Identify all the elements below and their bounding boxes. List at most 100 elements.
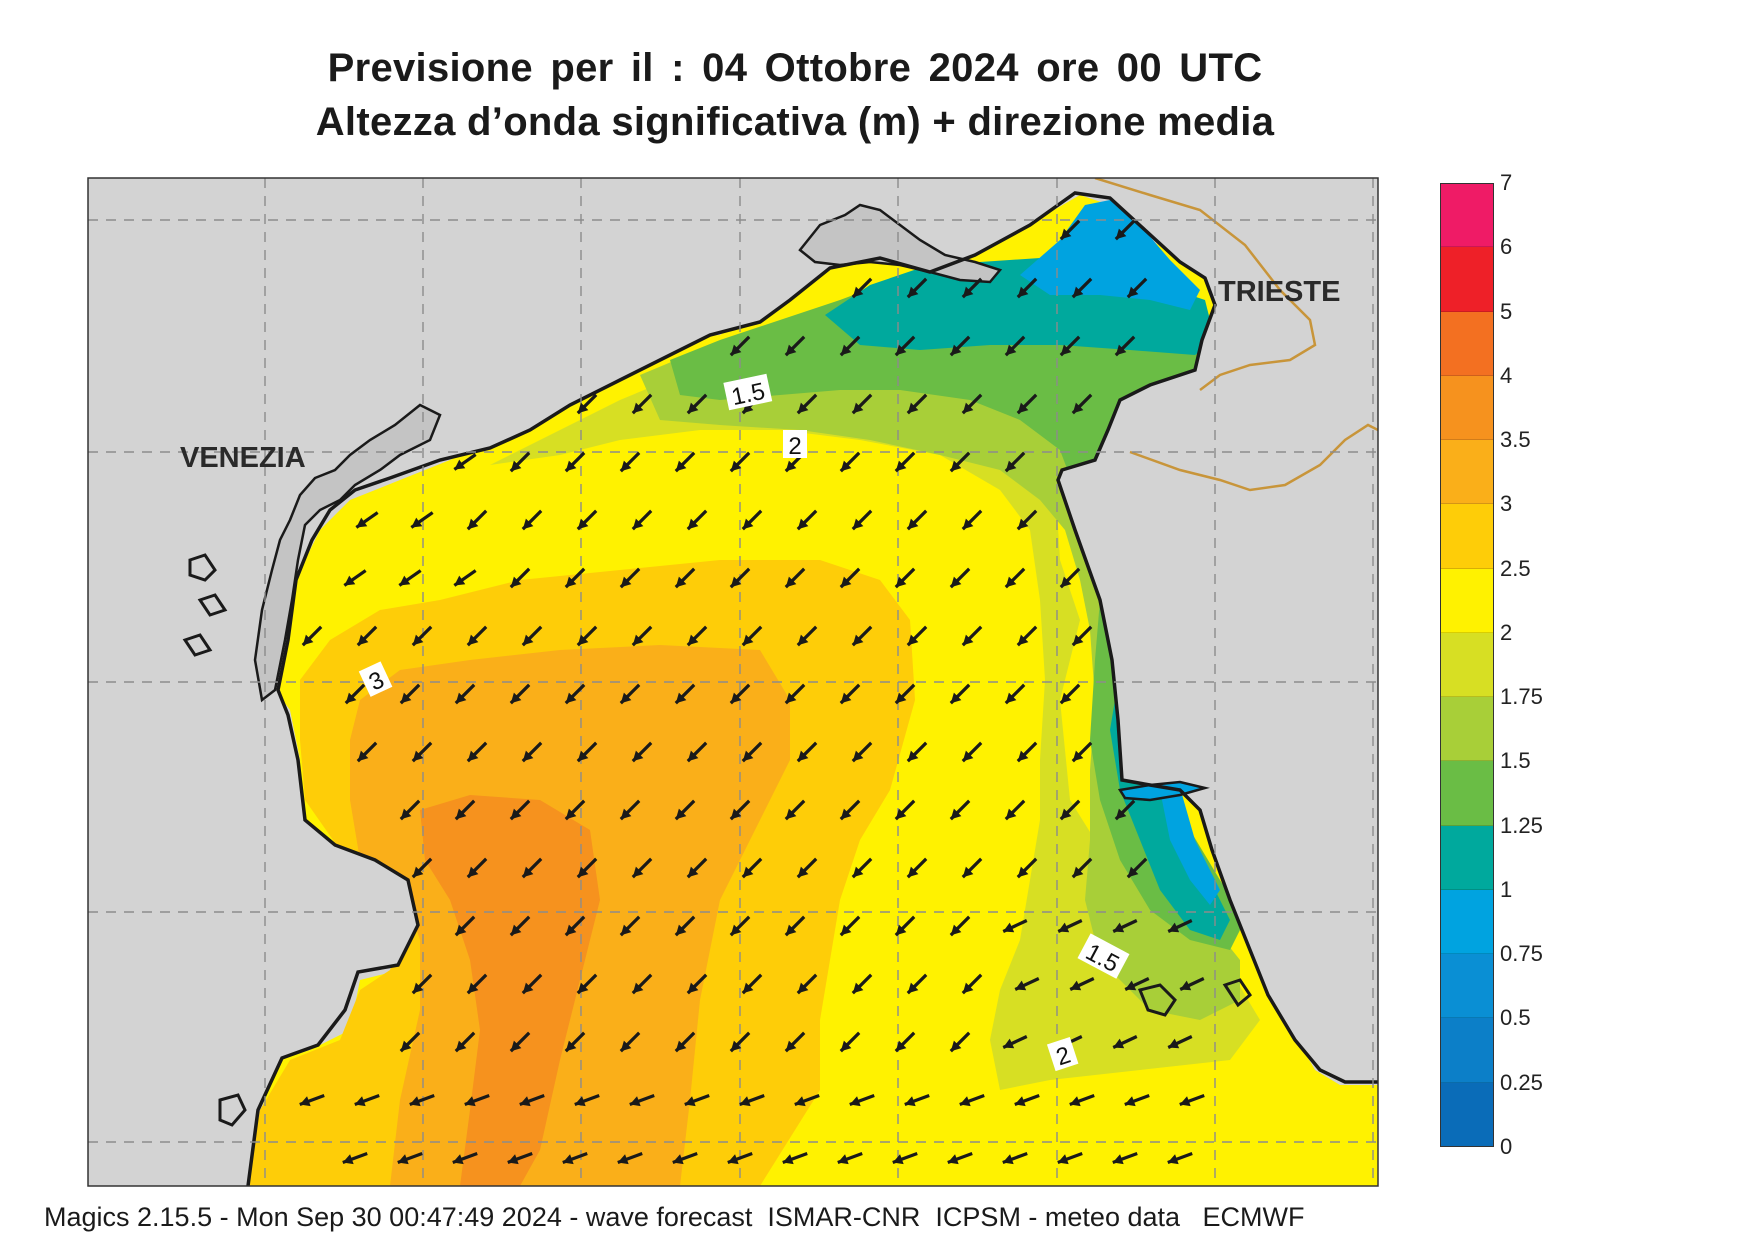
arrow-head [1057,1154,1069,1165]
colorbar-tick-label: 1 [1500,876,1513,902]
arrow-head [962,402,974,414]
city-label-trieste: TRIESTE [1218,276,1340,308]
arrow-head [565,1040,577,1052]
arrow-head [840,460,852,472]
arrow-head [950,924,962,936]
arrow-head [797,750,809,762]
arrow-head [467,982,479,994]
arrow-head [632,402,644,414]
arrow-head [1060,344,1072,356]
svg-text:2: 2 [788,433,801,460]
arrow-head [895,924,907,936]
arrow-head [907,634,919,646]
arrow-head [785,924,797,936]
colorbar-segment [1440,697,1494,762]
arrow-head [620,808,632,820]
arrow-head [797,982,809,994]
arrow-head [577,402,589,414]
wave-band-1.25-1.5 [670,270,1245,950]
arrow-head [1072,402,1084,414]
arrow-head [299,1096,311,1107]
arrow-head [907,866,919,878]
arrow-head [907,286,919,298]
arrow-head [454,575,466,586]
arrow-head [1168,922,1180,933]
arrow-head [632,750,644,762]
arrow-head [742,982,754,994]
arrow-head [1060,576,1072,588]
arrow-head [400,808,412,820]
arrow-head [565,460,577,472]
colorbar-segment [1440,568,1494,633]
arrow-head [852,982,864,994]
arrow-head [577,982,589,994]
arrow-head [962,634,974,646]
colorbar-segment [1440,761,1494,826]
colorbar-tick-label: 1.25 [1500,812,1543,838]
arrow-head [1070,980,1082,991]
arrow-head [687,634,699,646]
arrow-head [730,576,742,588]
colorbar-segment [1440,375,1494,441]
arrow-head [895,576,907,588]
arrow-head [620,1040,632,1052]
arrow-head [1072,750,1084,762]
arrow-head [1015,980,1027,991]
arrow-head [687,750,699,762]
arrow-head [397,1154,409,1165]
arrow-head [1003,922,1015,933]
arrow-head [1125,980,1137,991]
wave-band-3.5-4 [420,795,600,1186]
arrow-head [907,982,919,994]
arrow-head [1005,344,1017,356]
arrow-head [742,518,754,530]
arrow-head [739,1096,751,1107]
arrow-head [1060,692,1072,704]
arrow-head [730,1040,742,1052]
arrow-head [742,634,754,646]
arrow-head [1017,866,1029,878]
venice-lagoon [253,403,442,703]
arrow-head [852,750,864,762]
arrow-head [1002,1154,1014,1165]
colorbar-tick-label: 3 [1500,491,1513,517]
colorbar-frame [1440,183,1494,1147]
arrow-head [399,575,411,586]
arrow-head [785,692,797,704]
arrow-head [519,1096,531,1107]
arrow-head [1127,286,1139,298]
arrow-head [785,1040,797,1052]
wave-band-0.75-1 [1020,200,1220,905]
arrow-head [1017,518,1029,530]
arrow-head [455,924,467,936]
map-frame [87,177,1379,1187]
arrow-head [632,866,644,878]
arrow-head [1113,922,1125,933]
arrow-head [412,634,424,646]
arrow-head [852,866,864,878]
arrow-head [895,808,907,820]
arrow-head [840,1040,852,1052]
contour-label-1: 1.5 [723,373,773,411]
arrow-head [907,402,919,414]
colorbar-tick-label: 0.5 [1500,1005,1531,1031]
arrow-head [522,750,534,762]
arrow-head [455,1040,467,1052]
arrow-head [565,576,577,588]
arrow-head [577,750,589,762]
arrow-head [675,808,687,820]
arrow-head [675,1040,687,1052]
arrow-head [730,924,742,936]
arrow-head [797,634,809,646]
arrow-head [1072,866,1084,878]
contour-label-2: 2 [783,430,807,460]
arrow-head [345,692,357,704]
variable-title: Altezza d’onda significativa (m) + direz… [315,100,1275,144]
arrow-head [852,402,864,414]
arrow-head [1115,228,1127,240]
colorbar-segment [1440,1018,1494,1083]
city-label-venezia: VENEZIA [180,442,306,474]
arrow-head [672,1154,684,1165]
arrow-head [1060,228,1072,240]
arrow-head [522,866,534,878]
